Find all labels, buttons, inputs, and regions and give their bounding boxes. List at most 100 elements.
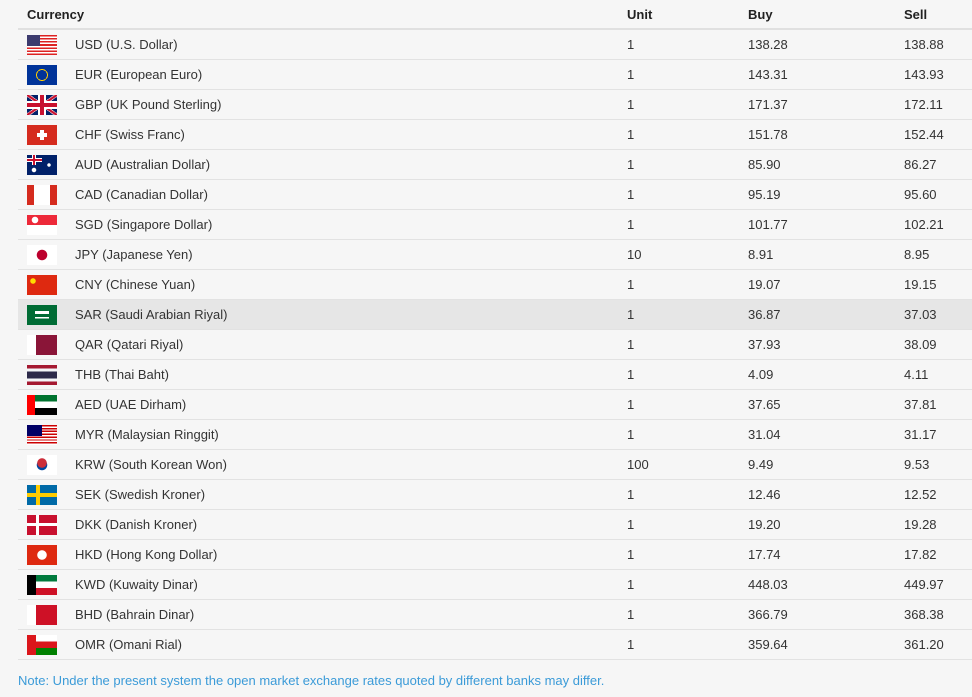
buy-rate: 366.79 [748, 599, 904, 630]
se-flag-icon [27, 484, 57, 505]
table-row: OMR (Omani Rial) 1 359.64 361.20 [18, 629, 972, 660]
table-row: AUD (Australian Dollar) 1 85.90 86.27 [18, 149, 972, 180]
unit-value: 1 [627, 179, 748, 210]
currency-name: CNY (Chinese Yuan) [75, 269, 627, 300]
sell-rate: 9.53 [904, 449, 972, 480]
unit-value: 1 [627, 569, 748, 600]
dk-flag-icon [27, 514, 57, 535]
currency-name: AED (UAE Dirham) [75, 389, 627, 420]
sell-rate: 86.27 [904, 149, 972, 180]
flag-cell [18, 479, 75, 510]
unit-value: 1 [627, 599, 748, 630]
table-row: CNY (Chinese Yuan) 1 19.07 19.15 [18, 269, 972, 300]
currency-name: JPY (Japanese Yen) [75, 239, 627, 270]
flag-cell [18, 149, 75, 180]
sell-rate: 449.97 [904, 569, 972, 600]
sell-rate: 19.28 [904, 509, 972, 540]
buy-rate: 359.64 [748, 629, 904, 660]
buy-rate: 85.90 [748, 149, 904, 180]
ae-flag-icon [27, 394, 57, 415]
flag-cell [18, 569, 75, 600]
table-row: CHF (Swiss Franc) 1 151.78 152.44 [18, 119, 972, 150]
unit-value: 1 [627, 419, 748, 450]
currency-name: DKK (Danish Kroner) [75, 509, 627, 540]
unit-value: 1 [627, 539, 748, 570]
header-unit: Unit [627, 0, 748, 30]
unit-value: 1 [627, 269, 748, 300]
sell-rate: 8.95 [904, 239, 972, 270]
currency-name: MYR (Malaysian Ringgit) [75, 419, 627, 450]
buy-rate: 36.87 [748, 299, 904, 330]
buy-rate: 19.07 [748, 269, 904, 300]
th-flag-icon [27, 364, 57, 385]
flag-cell [18, 239, 75, 270]
currency-name: USD (U.S. Dollar) [75, 29, 627, 60]
unit-value: 1 [627, 59, 748, 90]
currency-name: SGD (Singapore Dollar) [75, 209, 627, 240]
flag-cell [18, 119, 75, 150]
flag-cell [18, 389, 75, 420]
unit-value: 1 [627, 209, 748, 240]
currency-name: SAR (Saudi Arabian Riyal) [75, 299, 627, 330]
table-row: KWD (Kuwaity Dinar) 1 448.03 449.97 [18, 569, 972, 600]
currency-name: AUD (Australian Dollar) [75, 149, 627, 180]
unit-value: 1 [627, 329, 748, 360]
flag-cell [18, 329, 75, 360]
unit-value: 1 [627, 359, 748, 390]
table-row: GBP (UK Pound Sterling) 1 171.37 172.11 [18, 89, 972, 120]
sell-rate: 361.20 [904, 629, 972, 660]
table-row: QAR (Qatari Riyal) 1 37.93 38.09 [18, 329, 972, 360]
table-header: Currency Unit Buy Sell [18, 0, 972, 30]
jp-flag-icon [27, 244, 57, 265]
header-currency: Currency [18, 0, 627, 30]
unit-value: 1 [627, 389, 748, 420]
sell-rate: 95.60 [904, 179, 972, 210]
currency-name: KRW (South Korean Won) [75, 449, 627, 480]
flag-cell [18, 599, 75, 630]
table-row: THB (Thai Baht) 1 4.09 4.11 [18, 359, 972, 390]
disclaimer-note: Note: Under the present system the open … [18, 673, 605, 688]
currency-name: OMR (Omani Rial) [75, 629, 627, 660]
currency-name: KWD (Kuwaity Dinar) [75, 569, 627, 600]
table-row: CAD (Canadian Dollar) 1 95.19 95.60 [18, 179, 972, 210]
currency-name: HKD (Hong Kong Dollar) [75, 539, 627, 570]
sg-flag-icon [27, 214, 57, 235]
table-row: JPY (Japanese Yen) 10 8.91 8.95 [18, 239, 972, 270]
flag-cell [18, 629, 75, 660]
sell-rate: 143.93 [904, 59, 972, 90]
flag-cell [18, 29, 75, 60]
buy-rate: 37.93 [748, 329, 904, 360]
buy-rate: 151.78 [748, 119, 904, 150]
sell-rate: 37.03 [904, 299, 972, 330]
kr-flag-icon [27, 454, 57, 475]
table-row: HKD (Hong Kong Dollar) 1 17.74 17.82 [18, 539, 972, 570]
unit-value: 100 [627, 449, 748, 480]
sell-rate: 37.81 [904, 389, 972, 420]
table-row: SAR (Saudi Arabian Riyal) 1 36.87 37.03 [18, 299, 972, 330]
header-sell: Sell [904, 0, 972, 30]
unit-value: 1 [627, 629, 748, 660]
header-buy: Buy [748, 0, 904, 30]
flag-cell [18, 89, 75, 120]
flag-cell [18, 209, 75, 240]
sell-rate: 12.52 [904, 479, 972, 510]
buy-rate: 12.46 [748, 479, 904, 510]
currency-name: CHF (Swiss Franc) [75, 119, 627, 150]
sell-rate: 38.09 [904, 329, 972, 360]
unit-value: 1 [627, 479, 748, 510]
sell-rate: 17.82 [904, 539, 972, 570]
buy-rate: 143.31 [748, 59, 904, 90]
sa-flag-icon [27, 304, 57, 325]
flag-cell [18, 179, 75, 210]
buy-rate: 448.03 [748, 569, 904, 600]
unit-value: 1 [627, 29, 748, 60]
sell-rate: 368.38 [904, 599, 972, 630]
unit-value: 1 [627, 149, 748, 180]
currency-name: EUR (European Euro) [75, 59, 627, 90]
sell-rate: 102.21 [904, 209, 972, 240]
gb-flag-icon [27, 94, 57, 115]
om-flag-icon [27, 634, 57, 655]
table-row: AED (UAE Dirham) 1 37.65 37.81 [18, 389, 972, 420]
flag-cell [18, 299, 75, 330]
sell-rate: 138.88 [904, 29, 972, 60]
